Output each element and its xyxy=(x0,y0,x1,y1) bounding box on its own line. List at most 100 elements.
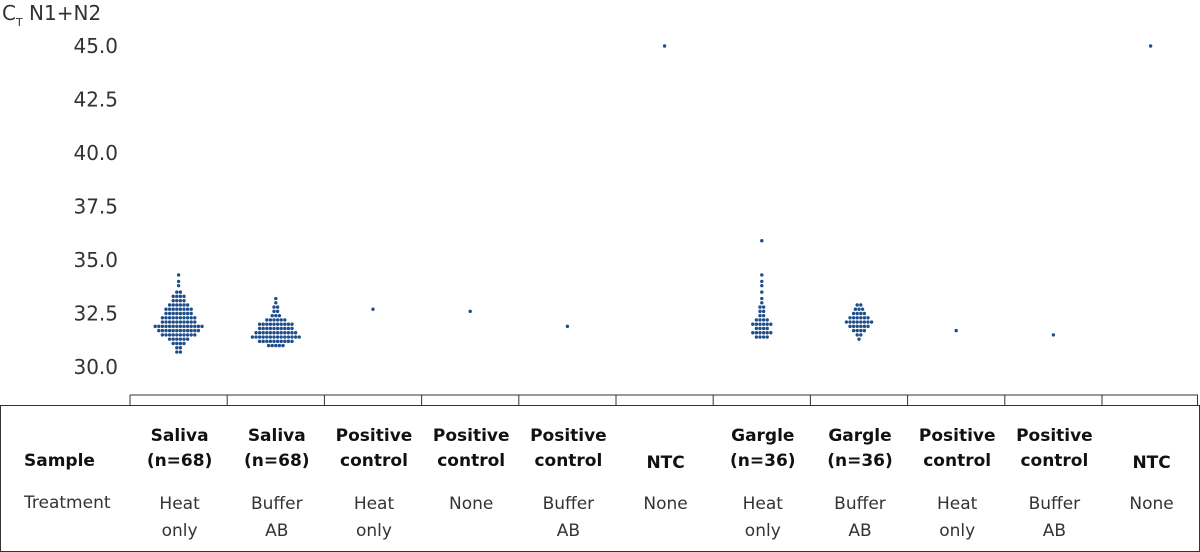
sample-cell-line: control xyxy=(340,451,408,471)
data-point xyxy=(261,322,265,326)
y-tick-label: 30.0 xyxy=(73,355,118,379)
data-point xyxy=(182,333,186,337)
data-point xyxy=(275,331,280,335)
data-point xyxy=(189,333,193,337)
data-point xyxy=(261,339,265,344)
data-point xyxy=(185,307,190,311)
treatment-cell-line: only xyxy=(939,521,976,541)
data-point xyxy=(160,328,165,333)
data-point xyxy=(160,320,165,324)
sample-cell-line: Gargle xyxy=(828,426,892,446)
data-point xyxy=(257,326,262,331)
data-point xyxy=(279,331,283,335)
data-point xyxy=(290,335,294,339)
data-point xyxy=(171,311,175,316)
data-point xyxy=(769,331,773,335)
data-point xyxy=(178,316,183,320)
sample-cell-line: NTC xyxy=(1132,453,1171,473)
data-point xyxy=(178,341,183,346)
data-point xyxy=(761,326,766,331)
data-point xyxy=(765,326,769,331)
data-point xyxy=(265,335,269,339)
data-point xyxy=(171,324,175,329)
data-point xyxy=(862,311,867,316)
data-point xyxy=(293,335,298,339)
data-point xyxy=(182,294,186,299)
data-point xyxy=(178,307,183,311)
y-tick-label: 42.5 xyxy=(73,88,118,112)
data-point xyxy=(265,322,269,326)
data-point xyxy=(268,339,273,344)
data-point xyxy=(175,298,179,303)
sample-cell: Positive control xyxy=(909,424,1006,474)
data-point xyxy=(189,328,193,333)
data-point xyxy=(175,328,179,333)
data-point xyxy=(275,309,280,314)
treatment-cell-line: only xyxy=(161,521,198,541)
sample-cell-line: control xyxy=(437,451,506,471)
sample-cell-line: Saliva xyxy=(247,426,306,446)
data-point xyxy=(857,337,861,341)
data-point xyxy=(275,322,280,326)
data-point xyxy=(769,322,773,326)
data-point xyxy=(270,343,274,348)
data-point xyxy=(859,333,863,337)
data-point xyxy=(272,322,276,326)
y-tick-label: 35.0 xyxy=(73,248,118,272)
data-point xyxy=(275,305,280,309)
data-point xyxy=(185,320,190,324)
data-point xyxy=(855,333,859,337)
data-point xyxy=(851,324,856,329)
data-point xyxy=(281,343,285,348)
sample-cell: Gargle (n=36) xyxy=(714,424,811,474)
data-point xyxy=(283,335,287,339)
data-point xyxy=(468,309,472,314)
sample-cell: Saliva (n=68) xyxy=(131,424,228,474)
data-point xyxy=(182,337,186,341)
data-point xyxy=(193,333,197,337)
treatment-cell-line: AB xyxy=(265,521,289,541)
y-axis-title: CT N1+N2 xyxy=(2,1,101,29)
y-axis-ticks: 30.0 32.5 35.0 37.5 40.0 42.5 45.0 xyxy=(73,34,118,379)
data-point xyxy=(761,335,766,339)
data-point xyxy=(182,324,186,329)
data-point xyxy=(189,320,193,324)
data-point xyxy=(855,324,859,329)
data-point xyxy=(760,279,764,284)
data-point xyxy=(164,311,168,316)
data-point xyxy=(866,320,870,324)
data-point xyxy=(272,326,276,331)
data-point xyxy=(175,307,179,311)
data-point xyxy=(171,333,175,337)
data-point xyxy=(761,305,766,309)
data-point xyxy=(859,324,863,329)
treatment-cell-line: AB xyxy=(848,521,872,541)
data-point xyxy=(178,337,183,341)
data-point xyxy=(761,313,766,318)
data-point xyxy=(257,335,262,339)
data-point xyxy=(189,324,193,329)
sample-cell: Positive control xyxy=(423,424,520,474)
data-point xyxy=(862,324,867,329)
data-point xyxy=(160,316,165,320)
data-point xyxy=(286,331,291,335)
data-point xyxy=(153,324,157,329)
sample-cell-line: (n=36) xyxy=(730,451,796,471)
data-point xyxy=(859,303,863,307)
data-point xyxy=(754,326,759,331)
data-point xyxy=(175,311,179,316)
data-point xyxy=(178,324,183,329)
data-point xyxy=(171,303,175,307)
data-point xyxy=(760,290,764,294)
data-point xyxy=(176,279,181,284)
data-point xyxy=(261,326,265,331)
data-point xyxy=(175,290,179,294)
treatment-cell: None xyxy=(617,491,714,518)
data-point xyxy=(164,307,168,311)
data-point xyxy=(765,322,769,326)
y-tick-label: 37.5 xyxy=(73,195,118,219)
sample-cell: NTC xyxy=(1103,451,1200,476)
treatment-cell-line: only xyxy=(356,521,392,541)
data-point xyxy=(171,337,175,341)
data-point xyxy=(178,290,183,294)
